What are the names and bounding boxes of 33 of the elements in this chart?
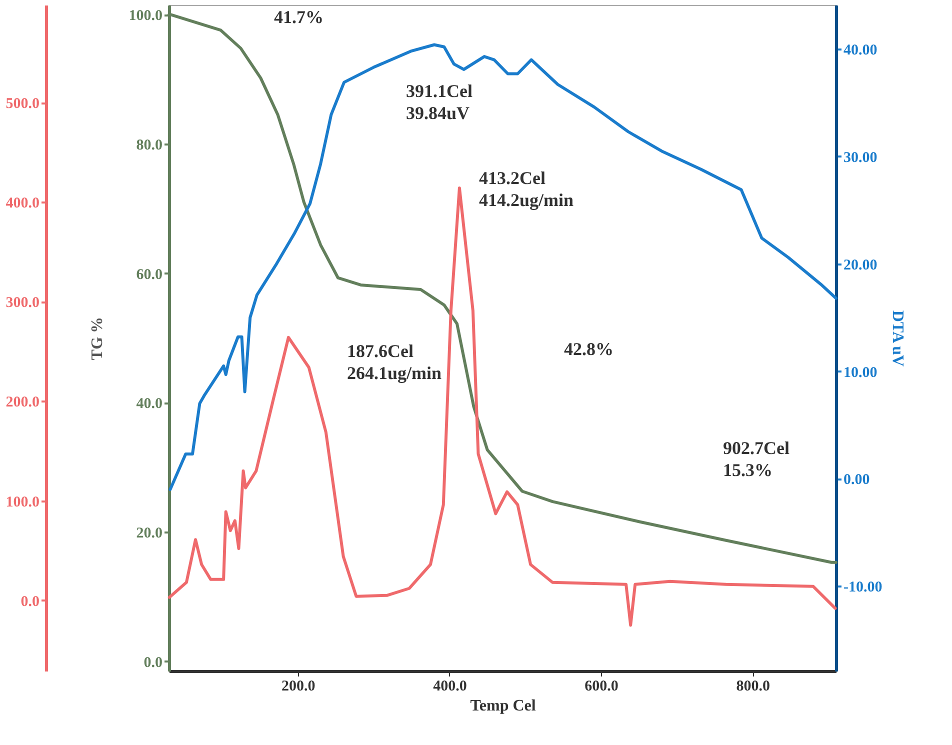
- x-axis-title: Temp Cel: [470, 698, 536, 714]
- y-tick-label: 60.0: [136, 266, 162, 283]
- y-tick-label: 20.0: [136, 525, 162, 542]
- y3-tick-label: 0.0: [20, 594, 40, 610]
- y-axis-title: TG %: [88, 316, 106, 360]
- y3-tick-label: 100.0: [6, 494, 40, 510]
- y3-tick-label: 500.0: [6, 96, 40, 112]
- y-tick-label: 100.0: [128, 8, 162, 24]
- y2-tick-label: 0.00: [844, 472, 870, 488]
- x-tick-label: 800.0: [736, 678, 770, 694]
- y2-tick-label: 30.00: [844, 150, 878, 166]
- annotation: 391.1Cel 39.84uV: [406, 81, 472, 123]
- line-series: [168, 43, 838, 491]
- x-tick-label: 600.0: [584, 678, 618, 694]
- y2-tick-label: 20.00: [844, 257, 878, 274]
- line-series: [168, 186, 837, 627]
- annotation: 413.2Cel 414.2ug/min: [479, 168, 574, 210]
- x-tick-label: 400.0: [433, 678, 467, 694]
- y-tick-label: 0.0: [144, 654, 162, 671]
- annotation: 187.6Cel 264.1ug/min: [347, 341, 442, 383]
- y-tick-label: 40.0: [136, 396, 162, 412]
- y2-tick-label: -10.00: [844, 580, 882, 596]
- annotation: 902.7Cel 15.3%: [723, 438, 790, 480]
- x-tick-label: 200.0: [281, 678, 316, 694]
- y3-tick-label: 400.0: [6, 196, 40, 212]
- annotation: 42.8%: [564, 339, 614, 359]
- y3-tick-label: 300.0: [6, 295, 40, 312]
- y3-tick-label: 200.0: [6, 394, 40, 411]
- y-tick-label: 80.0: [136, 138, 162, 154]
- annotation: 41.7%: [274, 7, 324, 27]
- y2-axis-title: DTA uV: [889, 310, 906, 368]
- y2-tick-label: 40.00: [844, 42, 878, 59]
- y2-tick-label: 10.00: [844, 364, 878, 381]
